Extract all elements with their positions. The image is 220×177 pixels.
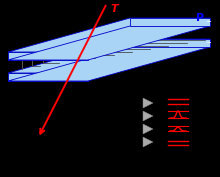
Polygon shape [8,47,210,81]
Polygon shape [8,26,210,60]
Text: −: − [205,40,211,46]
Polygon shape [130,18,210,26]
Polygon shape [8,73,88,81]
Polygon shape [130,39,210,47]
Polygon shape [143,124,153,134]
Polygon shape [143,98,153,108]
Text: T: T [110,4,118,14]
Text: P: P [196,13,204,23]
Polygon shape [8,18,210,52]
Polygon shape [143,111,153,121]
Polygon shape [8,52,88,60]
Polygon shape [8,39,210,73]
Polygon shape [143,137,153,147]
Text: −: − [205,19,211,25]
